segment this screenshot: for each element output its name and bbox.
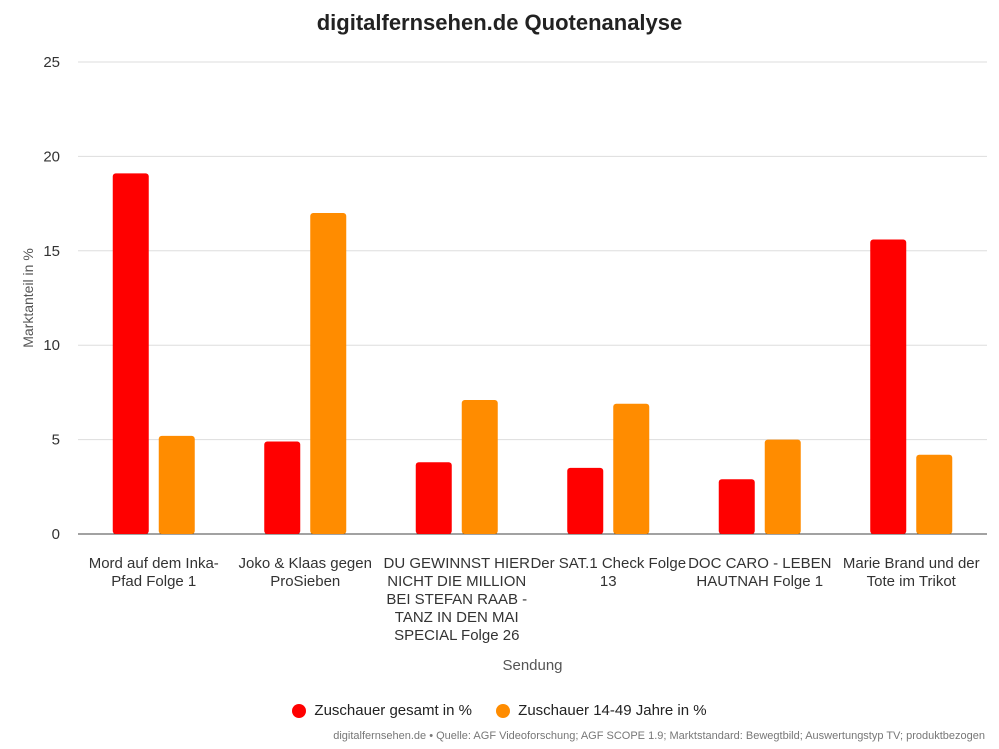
bar-gesamt-2 (264, 441, 301, 534)
y-tick-label: 25 (43, 54, 60, 71)
y-tick-label: 10 (43, 337, 60, 354)
bar-gesamt-4 (567, 467, 604, 534)
x-tick-label-line: Marie Brand und der (843, 555, 980, 572)
bar-14-49-3 (461, 399, 498, 534)
y-tick-label: 20 (43, 148, 60, 165)
bar-gesamt-3 (415, 462, 452, 534)
x-tick-label-line: DOC CARO - LEBEN (688, 555, 831, 572)
x-tick-label: Mord auf dem Inka-Pfad Folge 1 (89, 555, 219, 590)
bar-gesamt-1 (112, 173, 149, 534)
x-tick-label-line: Der SAT.1 Check Folge (530, 555, 686, 572)
x-tick-label: Joko & Klaas gegen ProSieben (239, 555, 372, 590)
x-tick-label: DOC CARO - LEBEN HAUTNAH Folge 1 (688, 555, 831, 590)
bar-14-49-6 (916, 454, 953, 534)
x-tick-label-line: Mord auf dem Inka- (89, 555, 219, 572)
legend-swatch-gesamt (292, 703, 307, 718)
x-tick-label-line: Pfad Folge 1 (111, 573, 196, 590)
bar-14-49-2 (310, 213, 347, 535)
x-tick-label: DU GEWINNST HIER NICHT DIE MILLION BEI STE… (384, 555, 531, 644)
bar-14-49-5 (764, 439, 801, 534)
y-tick-label: 15 (43, 243, 60, 260)
x-tick-label-line: DU GEWINNST HIER (384, 555, 531, 572)
legend-item-gesamt[interactable]: Zuschauer gesamt in % (292, 702, 472, 719)
x-tick-label-line: 13 (600, 573, 617, 590)
chart-title: digitalfernsehen.de Quotenanalyse (316, 10, 683, 35)
bar-gesamt-5 (718, 479, 755, 534)
bar-chart: 0 5 10 15 20 25 Marktanteil in % Mord auf dem I… (20, 54, 987, 674)
y-axis-label: Marktanteil in % (20, 248, 36, 348)
x-tick-label-line: TANZ IN DEN MAI (395, 609, 519, 626)
legend-swatch-14-49 (496, 703, 511, 718)
y-tick-label: 5 (52, 432, 60, 449)
legend-label-14-49: Zuschauer 14-49 Jahre in % (518, 702, 707, 719)
y-tick-label: 0 (52, 526, 60, 543)
bar-gesamt-6 (870, 239, 907, 535)
x-tick-label-line: NICHT DIE MILLION (387, 573, 526, 590)
x-tick-label-line: BEI STEFAN RAAB - (386, 591, 527, 608)
x-tick-label-line: SPECIAL Folge 26 (394, 627, 519, 644)
legend-item-14-49[interactable]: Zuschauer 14-49 Jahre in % (496, 702, 707, 719)
x-tick-label: Marie Brand und der Tote im Trikot (843, 555, 980, 590)
legend-label-gesamt: Zuschauer gesamt in % (314, 702, 472, 719)
x-tick-label-line: HAUTNAH Folge 1 (696, 573, 823, 590)
x-tick-label-line: Tote im Trikot (867, 573, 957, 590)
x-tick-label: Der SAT.1 Check Folge 13 (530, 555, 686, 590)
bar-14-49-1 (158, 435, 195, 534)
x-axis-label: Sendung (502, 657, 562, 674)
legend: Zuschauer gesamt in % Zuschauer 14-49 Ja… (0, 702, 999, 722)
x-tick-label-line: ProSieben (270, 573, 340, 590)
x-tick-label-line: Joko & Klaas gegen (239, 555, 372, 572)
bar-14-49-4 (613, 403, 650, 534)
source-note: digitalfernsehen.de • Quelle: AGF Videof… (333, 730, 985, 742)
